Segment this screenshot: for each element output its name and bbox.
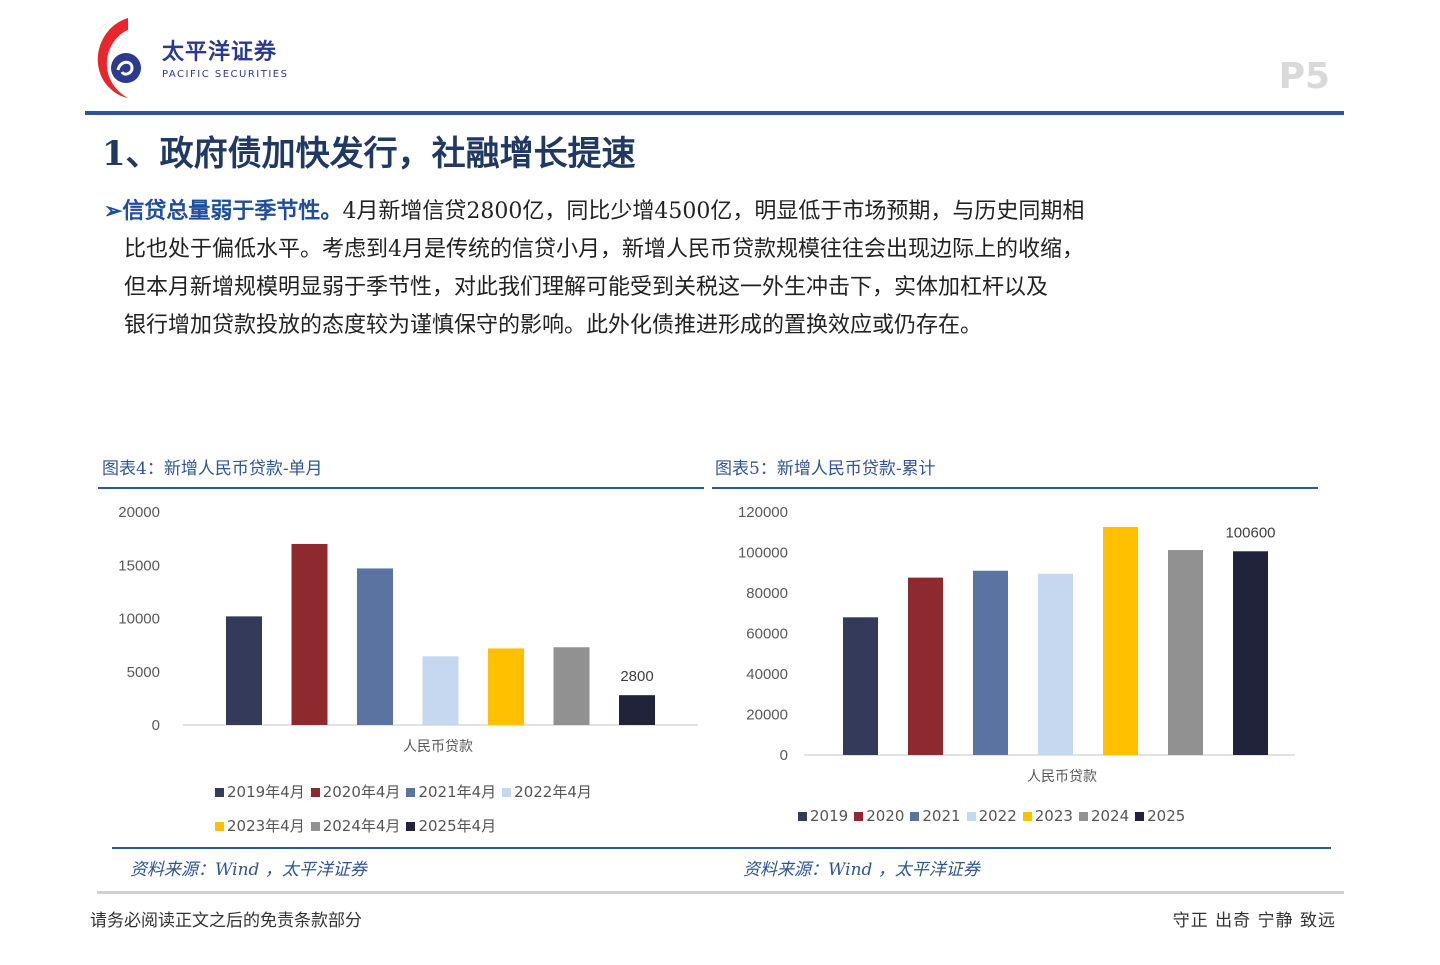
bar-2022 xyxy=(1038,573,1073,755)
legend-swatch-icon xyxy=(310,788,320,797)
legend-item: 2024年4月 xyxy=(310,817,401,835)
legend-item: 2025 xyxy=(1135,807,1185,825)
legend-item: 2019 xyxy=(798,807,848,825)
chart5-title-divider xyxy=(712,487,1318,489)
legend-swatch-icon xyxy=(798,812,807,821)
legend-item: 2022年4月 xyxy=(502,783,592,801)
paragraph-line: 比也处于偏低水平。考虑到4月是传统的信贷小月，新增人民币贷款规模往往会出现边际上… xyxy=(124,237,1085,262)
x-axis-label: 人民币贷款 xyxy=(1027,768,1097,784)
legend-label: 2025年4月 xyxy=(418,817,497,835)
bar-2024 xyxy=(1168,550,1203,755)
y-tick-label: 100000 xyxy=(738,545,788,562)
legend-item: 2023 xyxy=(1022,807,1073,825)
paragraph-highlight: ➢信贷总量弱于季节性。 xyxy=(104,198,343,224)
legend-label: 2020 xyxy=(866,807,905,825)
paragraph-line: 4月新增信贷2800亿，同比少增4500亿，明显低于市场预期，与历史同期相 xyxy=(342,199,1085,224)
chart5-cumulative: 0 20000 40000 60000 80000 100000 120000 100600 人… xyxy=(738,504,1295,784)
legend-swatch-icon xyxy=(215,788,224,797)
legend-swatch-icon xyxy=(406,788,416,797)
y-tick-label: 80000 xyxy=(746,585,788,602)
bar-2019 xyxy=(843,617,878,755)
legend-label: 2021年4月 xyxy=(418,783,497,801)
legend-swatch-icon xyxy=(854,812,864,821)
legend-label: 2023 xyxy=(1034,807,1073,825)
source-divider xyxy=(112,847,1331,849)
bar-2021年4月 xyxy=(357,568,393,725)
data-label: 2800 xyxy=(620,668,653,685)
legend-swatch-icon xyxy=(310,822,320,831)
bar-2025 xyxy=(1233,551,1268,755)
bar-2022年4月 xyxy=(422,656,459,725)
logo-text-en: PACIFIC SECURITIES xyxy=(162,69,289,80)
legend-swatch-icon xyxy=(1135,812,1145,821)
y-tick-label: 15000 xyxy=(118,557,160,574)
chart5-title: 图表5：新增人民币贷款-累计 xyxy=(715,459,936,479)
legend-swatch-icon xyxy=(1078,812,1088,821)
legend-item: 2020 xyxy=(854,807,904,825)
page-number: P5 xyxy=(1278,56,1330,97)
legend-label: 2019年4月 xyxy=(227,783,305,801)
bar-2019年4月 xyxy=(226,616,262,725)
chart4-source: 资料来源：Wind ，太平洋证券 xyxy=(130,860,367,880)
legend-swatch-icon xyxy=(910,812,920,821)
legend-label: 2025 xyxy=(1147,807,1186,825)
bar-2021 xyxy=(973,570,1008,755)
legend-label: 2023年4月 xyxy=(227,817,305,835)
y-tick-label: 10000 xyxy=(118,611,160,628)
footer-motto: 守正 出奇 宁静 致远 xyxy=(1172,911,1336,931)
legend-label: 2022年4月 xyxy=(514,783,592,801)
footer-disclaimer: 请务必阅读正文之后的免责条款部分 xyxy=(90,911,362,931)
y-tick-label: 40000 xyxy=(746,666,788,683)
pacific-securities-logo-icon xyxy=(88,17,156,98)
legend-swatch-icon xyxy=(1022,812,1032,821)
bar-2020年4月 xyxy=(291,543,328,725)
chart4-single-month: 0 5000 10000 15000 20000 2800 人民币贷款 xyxy=(118,504,698,754)
bar-2020 xyxy=(908,577,943,755)
legend-item: 2024 xyxy=(1078,807,1130,825)
legend-item: 2021年4月 xyxy=(406,783,496,801)
bar-2023 xyxy=(1103,526,1138,755)
chart5-source: 资料来源：Wind ，太平洋证券 xyxy=(743,860,980,880)
y-tick-label: 20000 xyxy=(746,707,788,724)
legend-label: 2024年4月 xyxy=(322,817,401,835)
footer-divider xyxy=(97,891,1344,894)
chart5-legend: 2019 2020 2021 2022 2023 2024 2025 xyxy=(798,806,1318,826)
legend-label: 2020年4月 xyxy=(322,783,401,801)
legend-swatch-icon xyxy=(502,788,512,797)
y-tick-label: 20000 xyxy=(118,504,160,521)
y-tick-label: 0 xyxy=(780,747,788,764)
legend-swatch-icon xyxy=(215,822,224,831)
paragraph-line: 但本月新增规模明显弱于季节性，对此我们理解可能受到关税这一外生冲击下，实体加杠杆… xyxy=(124,275,1049,300)
legend-label: 2024 xyxy=(1090,807,1130,825)
legend-label: 2021 xyxy=(922,807,961,825)
chart4-legend: 2019年4月 2020年4月 2021年4月 2022年4月 2023年4月 2024年… xyxy=(215,775,685,843)
legend-swatch-icon xyxy=(966,812,976,821)
legend-item: 2021 xyxy=(910,807,961,825)
x-axis-label: 人民币贷款 xyxy=(403,738,473,754)
legend-item: 2019年4月 xyxy=(215,783,305,801)
legend-item: 2025年4月 xyxy=(406,817,496,835)
y-tick-label: 0 xyxy=(152,717,160,734)
bar-2023年4月 xyxy=(488,648,524,725)
bar-2025年4月 xyxy=(619,695,655,725)
data-label: 100600 xyxy=(1225,524,1275,541)
paragraph-line: 银行增加贷款投放的态度较为谨慎保守的影响。此外化债推进形成的置换效应或仍存在。 xyxy=(124,313,983,338)
legend-item: 2023年4月 xyxy=(215,817,305,835)
bar-2024年4月 xyxy=(553,647,590,725)
header-divider xyxy=(85,111,1344,115)
legend-item: 2020年4月 xyxy=(310,783,401,801)
legend-label: 2019 xyxy=(810,807,849,825)
page-title: 1、政府债加快发行，社融增长提速 xyxy=(102,134,636,174)
legend-item: 2022 xyxy=(966,807,1017,825)
logo-text-cn: 太平洋证券 xyxy=(162,40,278,65)
legend-swatch-icon xyxy=(406,822,416,831)
chart4-title: 图表4：新增人民币贷款-单月 xyxy=(102,459,323,479)
legend-label: 2022 xyxy=(978,807,1017,825)
chart4-title-divider xyxy=(98,487,704,489)
y-tick-label: 5000 xyxy=(127,664,160,681)
y-tick-label: 120000 xyxy=(738,504,788,521)
body-paragraph: ➢信贷总量弱于季节性。4月新增信贷2800亿，同比少增4500亿，明显低于市场预… xyxy=(104,192,1344,345)
y-tick-label: 60000 xyxy=(746,626,788,643)
